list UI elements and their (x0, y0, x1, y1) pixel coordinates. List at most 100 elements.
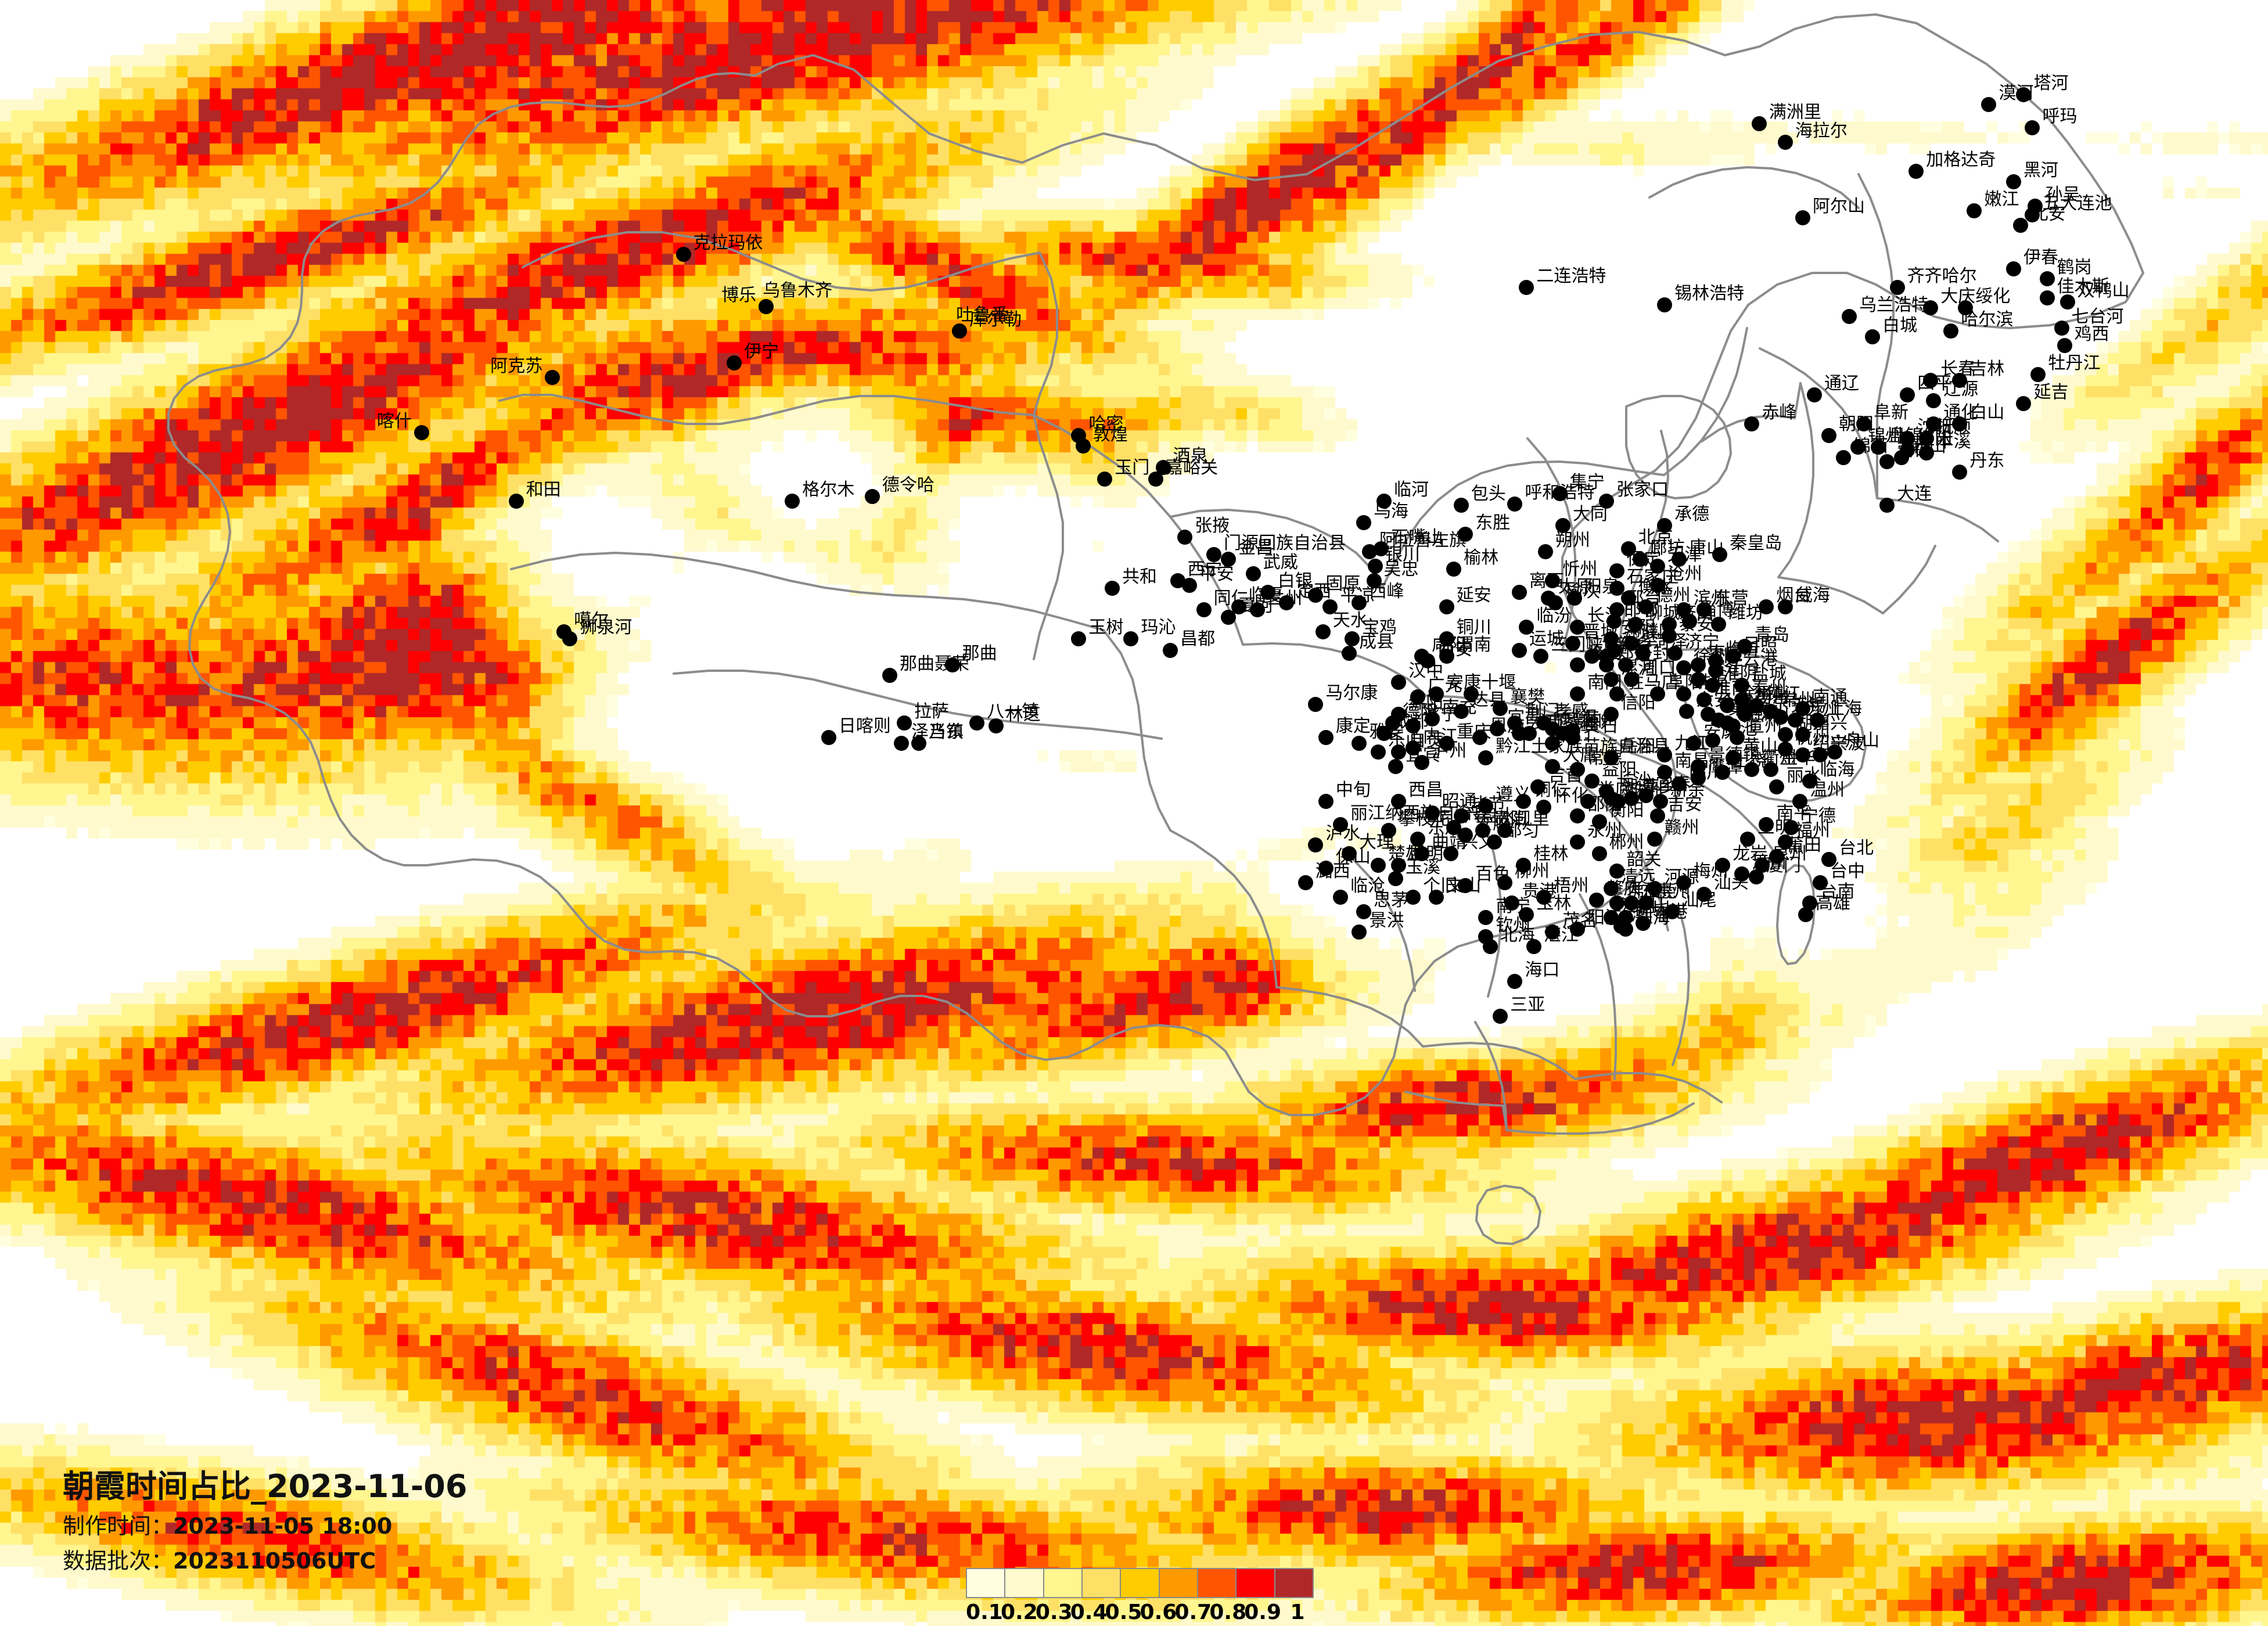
city-label: 温州 (1809, 780, 1845, 800)
city-dot-icon (2016, 396, 2032, 411)
city-dot-icon (1123, 631, 1139, 646)
city-dot-icon (1075, 438, 1091, 454)
city-label: 临海 (1820, 760, 1855, 780)
city-dot-icon (1148, 472, 1164, 487)
city-dot-icon (1981, 97, 1997, 112)
city-label: 齐齐哈尔 (1907, 266, 1977, 286)
city-label: 中山 (1635, 896, 1670, 916)
city-label: 三明 (1757, 818, 1792, 838)
city-dot-icon (1352, 924, 1367, 940)
city-label: 运城 (1529, 629, 1564, 649)
city-dot-icon (1730, 730, 1745, 745)
city-dot-icon (2005, 174, 2021, 189)
city-dot-icon (2030, 367, 2046, 382)
city-dot-icon (1414, 649, 1430, 664)
city-dot-icon (1649, 577, 1665, 593)
colorbar-swatch-7 (1198, 1569, 1237, 1597)
city-label: 黑河 (2023, 160, 2058, 181)
city-dot-icon (2039, 271, 2055, 286)
colorbar-swatches (966, 1568, 1314, 1598)
city-label: 保定 (1626, 549, 1662, 570)
colorbar-swatch-4 (1082, 1569, 1122, 1597)
city-label: 凯里 (1514, 809, 1550, 829)
city-label: 西昌 (1408, 780, 1444, 800)
city-dot-icon (2025, 120, 2040, 135)
city-label: 承德 (1674, 504, 1710, 524)
city-label: 牡丹江 (2048, 353, 2101, 373)
city-dot-icon (1356, 904, 1371, 919)
city-label: 格尔木 (802, 479, 855, 500)
city-label: 南阳 (1587, 672, 1622, 693)
city-dot-icon (1308, 696, 1324, 712)
city-label: 黔江土家族苗族自治县 (1496, 736, 1670, 757)
city-dot-icon (1443, 846, 1459, 861)
city-dot-icon (1516, 794, 1532, 809)
city-dot-icon (1632, 551, 1648, 567)
city-label: 雅安 (1369, 722, 1404, 742)
city-dot-icon (1690, 672, 1706, 687)
city-label: 鹰潭 (1708, 757, 1743, 777)
city-label: 赣州 (1664, 818, 1699, 838)
city-label: 宁德 (1800, 806, 1836, 826)
city-label: 濮阳 (1641, 621, 1676, 642)
city-dot-icon (1391, 794, 1407, 809)
city-label: 丽江纳西族自治县 (1350, 803, 1490, 823)
city-dot-icon (1710, 713, 1726, 728)
city-label: 安阳 (1620, 617, 1656, 638)
colorbar-swatch-5 (1121, 1569, 1160, 1597)
city-label: 榆林 (1464, 548, 1499, 568)
city-label: 包头 (1471, 484, 1506, 504)
city-label: 宜春 (1655, 774, 1691, 794)
city-label: 伊春 (2023, 247, 2058, 268)
city-dot-icon (1511, 643, 1527, 658)
production-time-value: 2023-11-05 18:00 (173, 1513, 393, 1539)
city-dot-icon (1807, 387, 1822, 402)
city-dot-icon (1759, 599, 1774, 614)
city-dot-icon (1638, 788, 1654, 803)
city-label: 昭通 (1442, 792, 1477, 812)
city-dot-icon (1341, 646, 1357, 661)
city-dot-icon (1446, 562, 1462, 577)
city-label: 黄石 (1583, 716, 1618, 736)
city-dot-icon (1744, 762, 1760, 777)
city-label: 武汉 (1562, 707, 1598, 728)
city-dot-icon (1696, 602, 1712, 617)
city-label: 喀什 (376, 411, 412, 431)
city-label: 信阳 (1620, 693, 1656, 713)
city-dot-icon (1744, 416, 1760, 431)
city-dot-icon (1623, 791, 1639, 806)
city-label: 宣州 (1747, 716, 1782, 736)
city-dot-icon (1623, 672, 1639, 687)
city-label: 满洲里 (1769, 102, 1821, 123)
city-label: 昌都 (1180, 629, 1216, 649)
city-label: 阳江 (1587, 908, 1622, 928)
city-label: 和田 (526, 479, 561, 500)
city-label: 楚雄 (1388, 844, 1424, 864)
data-batch-line: 数据批次：2023110506UTC (63, 1548, 467, 1574)
city-dot-icon (1356, 515, 1371, 530)
city-label: 连云港 (1725, 649, 1778, 670)
city-dot-icon (1657, 297, 1673, 312)
city-dot-icon (1918, 431, 1934, 446)
city-dot-icon (1478, 798, 1494, 814)
city-dot-icon (1628, 617, 1644, 632)
city-dot-icon (1221, 551, 1237, 567)
city-label: 五大连池 (2042, 193, 2112, 214)
city-label: 郴州 (1609, 832, 1644, 852)
city-label: 哈密 (1088, 414, 1124, 434)
city-label: 狮泉河 (580, 617, 632, 638)
city-label: 中旬 (1335, 780, 1371, 800)
city-label: 遂宁 (1423, 704, 1458, 725)
city-dot-icon (1181, 577, 1197, 593)
city-dot-icon (1569, 762, 1585, 777)
city-dot-icon (1318, 861, 1334, 876)
city-dot-icon (1696, 692, 1712, 707)
city-dot-icon (1763, 762, 1778, 777)
city-dot-icon (1453, 498, 1469, 513)
city-label: 莆田 (1786, 835, 1821, 855)
city-label: 梅州 (1693, 861, 1728, 882)
city-dot-icon (727, 355, 742, 370)
city-dot-icon (1569, 620, 1585, 635)
city-dot-icon (1439, 599, 1454, 614)
city-label: 湘潭 (1620, 777, 1656, 797)
